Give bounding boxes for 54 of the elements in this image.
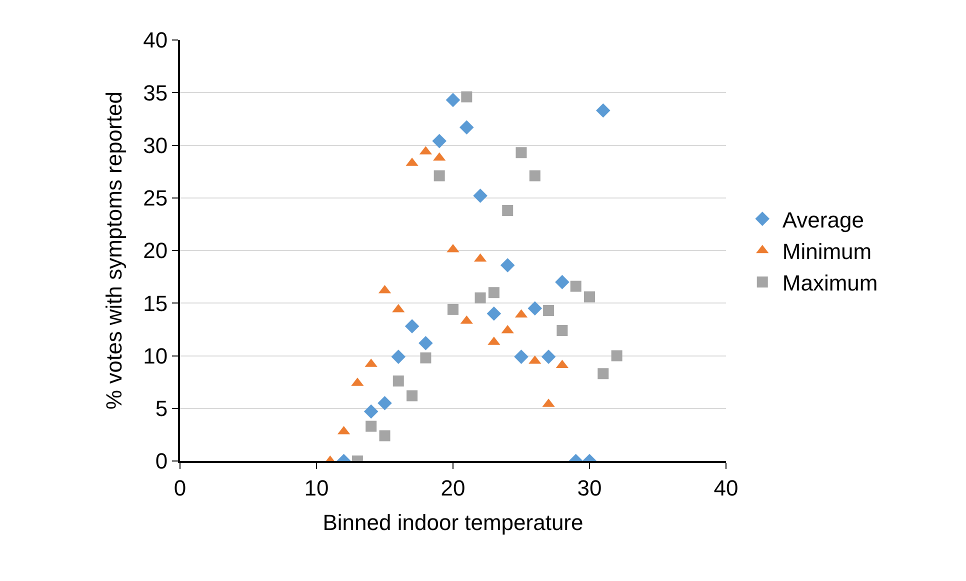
y-axis-title: % votes with symptoms reported: [101, 92, 126, 410]
point: [461, 91, 472, 102]
point: [541, 350, 556, 364]
point: [502, 205, 514, 216]
x-tick-label: 0: [174, 475, 186, 500]
y-tick-label: 20: [143, 238, 168, 264]
legend-label: Average: [782, 207, 864, 232]
point: [392, 376, 404, 387]
point: [596, 103, 610, 118]
point: [529, 170, 540, 182]
y-tick-label: 25: [143, 186, 168, 211]
point: [418, 336, 433, 350]
x-axis-title: Binned indoor temperature: [322, 510, 584, 535]
point: [611, 350, 622, 362]
y-tick-label: 30: [143, 132, 168, 158]
y-tick-label: 0: [155, 448, 168, 474]
point: [378, 396, 392, 410]
point: [488, 287, 500, 298]
point: [474, 292, 486, 304]
point: [516, 147, 527, 158]
point: [460, 120, 474, 135]
y-tick-label: 40: [143, 28, 168, 53]
y-tick-label: 35: [143, 80, 168, 106]
point: [434, 170, 445, 182]
point: [584, 291, 595, 302]
point: [528, 301, 542, 316]
point: [446, 92, 460, 108]
point: [364, 404, 378, 419]
point: [486, 306, 502, 321]
point: [404, 319, 420, 334]
point: [432, 134, 446, 148]
point: [598, 368, 609, 380]
point: [366, 420, 377, 432]
x-tick-label: 10: [304, 475, 329, 500]
x-tick-label: 40: [714, 475, 738, 500]
point: [473, 188, 488, 203]
point: [555, 274, 570, 290]
point: [570, 280, 582, 292]
y-tick-label: 5: [155, 396, 168, 422]
point: [500, 258, 515, 272]
point: [543, 304, 554, 316]
point: [556, 324, 568, 336]
x-tick-label: 30: [577, 475, 602, 500]
legend-label: Minimum: [782, 238, 872, 264]
y-tick-label: 10: [143, 343, 168, 368]
y-tick-label: 15: [143, 290, 168, 316]
point: [391, 350, 406, 364]
point: [514, 350, 528, 364]
point: [379, 430, 390, 442]
legend-label: Maximum: [782, 270, 878, 296]
point: [448, 304, 458, 315]
x-tick-label: 20: [440, 475, 466, 500]
point: [406, 390, 418, 402]
point: [420, 352, 432, 364]
